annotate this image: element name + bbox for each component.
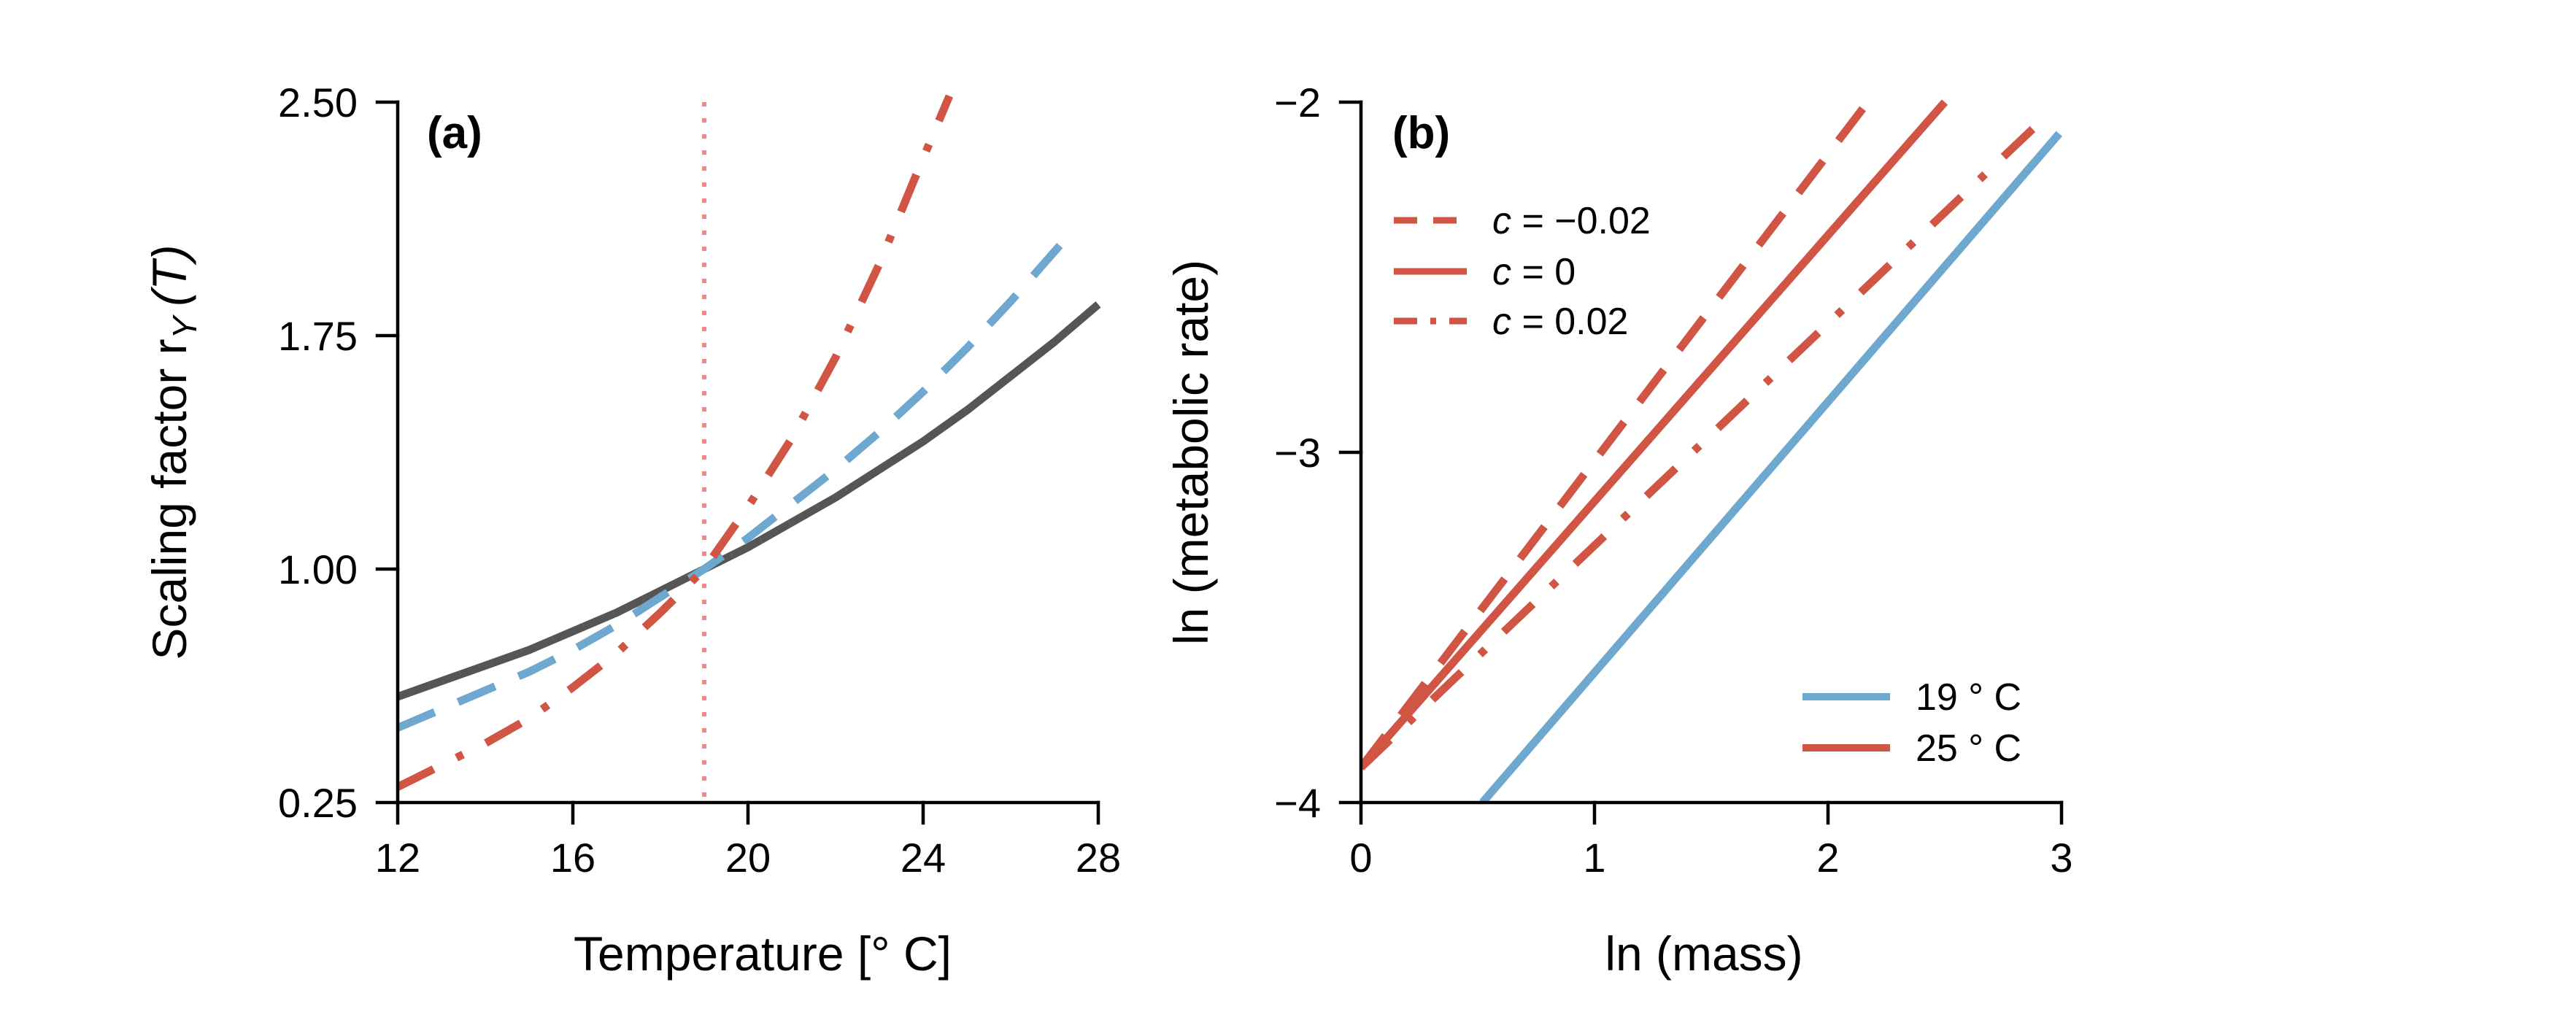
y-tick-label: 1.00 xyxy=(278,546,358,592)
series-grey_curve xyxy=(398,301,1101,701)
panel-a-axes: 12 16 20 24 28 0.25 1.00 1.75 2.50 xyxy=(278,80,1121,881)
panel-b-label: (b) xyxy=(1392,108,1450,158)
ylabel-suffix: (T) xyxy=(142,244,196,306)
panel-a-ylabel: Scaling factor rY (T) xyxy=(142,244,204,660)
x-tick-label: 3 xyxy=(2050,835,2072,881)
legend-temperature: 19 ° C 25 ° C xyxy=(1802,676,2021,770)
panel-b-axes: 0 1 2 3 −4 −3 −2 xyxy=(1274,80,2072,881)
series-blue_dashed xyxy=(398,224,1080,732)
legend-c-entry-1: c = 0 xyxy=(1492,251,1576,293)
panel-b-xlabel: ln (mass) xyxy=(1605,927,1802,981)
series-red_cpos xyxy=(1361,109,2053,770)
series-red_cneg xyxy=(1361,99,1871,770)
ylabel-subscript: Y xyxy=(166,314,204,339)
panel-b-ylabel: ln (metabolic rate) xyxy=(1164,260,1218,645)
x-tick-label: 16 xyxy=(550,835,595,881)
series-grey_dots xyxy=(398,293,1101,697)
y-tick-label: 2.50 xyxy=(278,80,358,125)
y-tick-label: 1.75 xyxy=(278,313,358,359)
legend-temp-entry-19: 19 ° C xyxy=(1916,676,2021,719)
panel-a: 12 16 20 24 28 0.25 1.00 1.75 2.50 (a) Temperatu… xyxy=(142,80,1121,981)
series-red_dashdot xyxy=(398,95,954,791)
legend-c-var: c xyxy=(1492,200,1511,242)
panel-a-series xyxy=(398,95,1101,803)
legend-c-entry-0: c = −0.02 xyxy=(1492,200,1651,242)
y-tick-label: −2 xyxy=(1274,80,1321,125)
panel-b: 0 1 2 3 −4 −3 −2 (b) ln (mass) ln (metabolic r… xyxy=(1164,80,2073,981)
x-tick-label: 20 xyxy=(725,835,771,881)
ylabel-main: Scaling factor r xyxy=(142,339,196,660)
x-tick-label: 2 xyxy=(1816,835,1839,881)
x-tick-label: 1 xyxy=(1583,835,1605,881)
x-tick-label: 24 xyxy=(901,835,946,881)
legend-c-text: = 0.02 xyxy=(1511,301,1628,343)
legend-c-text: = 0 xyxy=(1511,251,1576,293)
panel-a-xlabel: Temperature [° C] xyxy=(574,927,952,981)
legend-c: c = −0.02 c = 0 c = 0.02 xyxy=(1394,200,1651,343)
legend-temp-entry-25: 25 ° C xyxy=(1916,727,2021,770)
legend-c-var: c xyxy=(1492,301,1511,343)
legend-c-entry-2: c = 0.02 xyxy=(1492,301,1628,343)
x-tick-label: 0 xyxy=(1349,835,1372,881)
x-tick-label: 28 xyxy=(1076,835,1121,881)
x-tick-label: 12 xyxy=(375,835,420,881)
panel-a-label: (a) xyxy=(427,108,482,158)
legend-c-var: c xyxy=(1492,251,1511,293)
y-tick-label: −4 xyxy=(1274,780,1321,826)
y-tick-label: 0.25 xyxy=(278,780,358,826)
panel-b-series xyxy=(1361,99,2062,803)
y-tick-label: −3 xyxy=(1274,430,1321,476)
series-blue_19 xyxy=(1479,131,2062,803)
legend-c-text: = −0.02 xyxy=(1511,200,1651,242)
series-red_c0 xyxy=(1361,99,1948,770)
